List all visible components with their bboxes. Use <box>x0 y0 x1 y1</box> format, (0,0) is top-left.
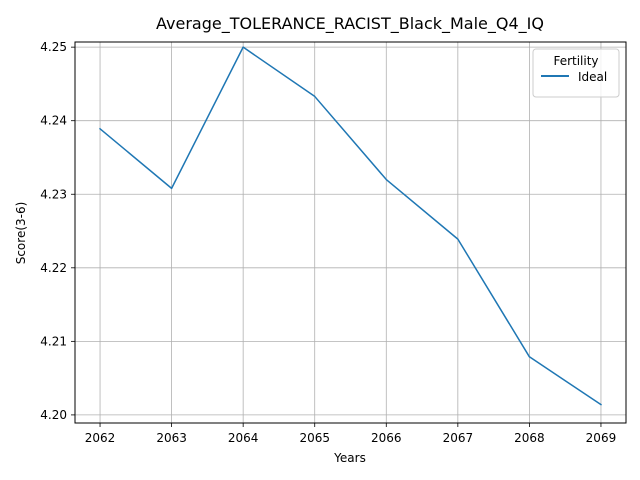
chart-title: Average_TOLERANCE_RACIST_Black_Male_Q4_I… <box>156 14 544 34</box>
x-tick-label: 2062 <box>85 431 116 445</box>
legend-label-ideal: Ideal <box>578 70 607 84</box>
x-tick-label: 2063 <box>156 431 187 445</box>
x-tick-label: 2069 <box>586 431 617 445</box>
x-tick-label: 2068 <box>514 431 545 445</box>
y-axis-label: Score(3-6) <box>14 202 28 265</box>
x-tick-label: 2067 <box>443 431 474 445</box>
legend: Fertility Ideal <box>533 49 619 97</box>
y-tick-label: 4.25 <box>40 40 67 54</box>
x-tick-label: 2066 <box>371 431 402 445</box>
x-tick-label: 2065 <box>299 431 330 445</box>
x-tick-label: 2064 <box>228 431 259 445</box>
legend-title: Fertility <box>553 54 598 68</box>
y-tick-label: 4.20 <box>40 408 67 422</box>
y-tick-label: 4.21 <box>40 334 67 348</box>
x-axis-label: Years <box>333 451 366 465</box>
y-tick-label: 4.24 <box>40 114 67 128</box>
y-tick-label: 4.22 <box>40 261 67 275</box>
y-tick-label: 4.23 <box>40 187 67 201</box>
